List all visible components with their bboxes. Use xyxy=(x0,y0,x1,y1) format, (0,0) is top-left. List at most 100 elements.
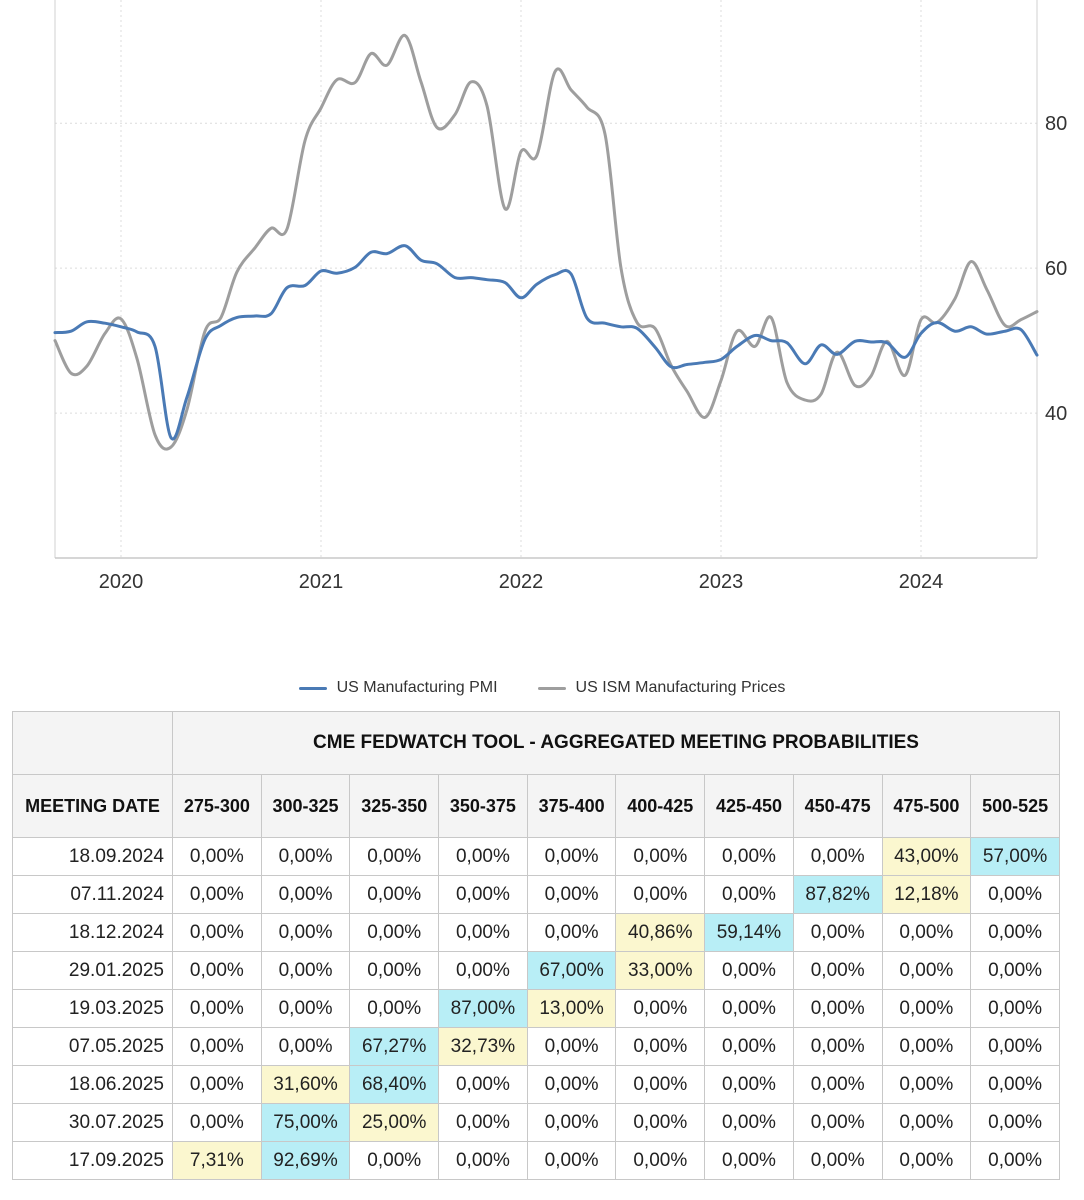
column-header-range: 450-475 xyxy=(792,774,883,838)
probability-cell: 0,00% xyxy=(615,1103,706,1142)
probability-cell: 59,14% xyxy=(704,913,794,952)
probability-cell: 0,00% xyxy=(704,989,794,1028)
legend-label-pmi: US Manufacturing PMI xyxy=(336,679,498,696)
meeting-date-cell: 07.11.2024 xyxy=(12,875,173,914)
probability-cell: 0,00% xyxy=(615,837,706,876)
probability-cell: 0,00% xyxy=(349,875,440,914)
probability-cell: 0,00% xyxy=(970,989,1060,1028)
probability-cell: 0,00% xyxy=(438,951,528,990)
probability-cell: 0,00% xyxy=(792,1065,883,1104)
probability-cell: 0,00% xyxy=(704,951,794,990)
meeting-date-cell: 19.03.2025 xyxy=(12,989,173,1028)
x-tick-label: 2023 xyxy=(699,571,744,593)
column-header-range: 500-525 xyxy=(970,774,1060,838)
column-header-range: 325-350 xyxy=(349,774,440,838)
probability-cell: 67,27% xyxy=(349,1027,440,1066)
probability-cell: 92,69% xyxy=(260,1141,351,1180)
line-chart: 2020 2021 2022 2023 2024 40 60 80 US Manufactur… xyxy=(53,0,1067,697)
probability-cell: 68,40% xyxy=(349,1065,440,1104)
probability-cell: 0,00% xyxy=(970,1027,1060,1066)
probability-cell: 0,00% xyxy=(704,1103,794,1142)
meeting-date-cell: 18.12.2024 xyxy=(12,913,173,952)
column-header-range: 375-400 xyxy=(526,774,617,838)
y-tick-label: 80 xyxy=(1045,113,1067,135)
probability-cell: 0,00% xyxy=(615,1027,706,1066)
table-row: 18.12.2024 0,00% 0,00% 0,00% 0,00% 0,00% 40,86… xyxy=(12,913,1060,952)
probability-cell: 0,00% xyxy=(881,951,972,990)
column-header-range: 400-425 xyxy=(615,774,706,838)
table-row: 07.05.2025 0,00% 0,00% 67,27% 32,73% 0,00% 0,0… xyxy=(12,1027,1060,1066)
column-header-range: 425-450 xyxy=(704,774,794,838)
table-title-row: CME FEDWATCH TOOL - AGGREGATED MEETING P… xyxy=(12,711,1060,775)
probability-cell: 0,00% xyxy=(881,1141,972,1180)
probability-cell: 25,00% xyxy=(349,1103,440,1142)
probability-cell: 0,00% xyxy=(970,951,1060,990)
chart-svg: 2020 2021 2022 2023 2024 40 60 80 xyxy=(53,0,1067,593)
probability-cell: 0,00% xyxy=(172,1027,262,1066)
probability-cell: 0,00% xyxy=(792,913,883,952)
fedwatch-table-container: CME FEDWATCH TOOL - AGGREGATED MEETING P… xyxy=(12,711,1060,1180)
probability-cell: 0,00% xyxy=(172,875,262,914)
probability-cell: 13,00% xyxy=(526,989,617,1028)
table-row: 29.01.2025 0,00% 0,00% 0,00% 0,00% 67,00% 33,0… xyxy=(12,951,1060,990)
probability-cell: 0,00% xyxy=(881,1065,972,1104)
meeting-date-cell: 18.09.2024 xyxy=(12,837,173,876)
meeting-date-cell: 29.01.2025 xyxy=(12,951,173,990)
y-tick-label: 60 xyxy=(1045,258,1067,280)
probability-cell: 0,00% xyxy=(172,837,262,876)
probability-cell: 0,00% xyxy=(260,989,351,1028)
probability-cell: 0,00% xyxy=(704,1065,794,1104)
legend-item-prices[interactable]: US ISM Manufacturing Prices xyxy=(537,679,786,697)
probability-cell: 0,00% xyxy=(260,875,351,914)
probability-cell: 75,00% xyxy=(260,1103,351,1142)
column-header-range: 300-325 xyxy=(260,774,351,838)
meeting-date-cell: 07.05.2025 xyxy=(12,1027,173,1066)
probability-cell: 0,00% xyxy=(881,989,972,1028)
probability-cell: 33,00% xyxy=(615,951,706,990)
fedwatch-table: CME FEDWATCH TOOL - AGGREGATED MEETING P… xyxy=(12,711,1060,1180)
probability-cell: 0,00% xyxy=(881,1103,972,1142)
probability-cell: 0,00% xyxy=(172,951,262,990)
column-header-range: 275-300 xyxy=(172,774,262,838)
probability-cell: 0,00% xyxy=(526,913,617,952)
probability-cell: 0,00% xyxy=(260,1027,351,1066)
x-tick-label: 2021 xyxy=(299,571,344,593)
probability-cell: 0,00% xyxy=(438,837,528,876)
table-row: 18.06.2025 0,00% 31,60% 68,40% 0,00% 0,00% 0,0… xyxy=(12,1065,1060,1104)
probability-cell: 0,00% xyxy=(792,837,883,876)
probability-cell: 0,00% xyxy=(792,1027,883,1066)
probability-cell: 0,00% xyxy=(792,989,883,1028)
meeting-date-cell: 17.09.2025 xyxy=(12,1141,173,1180)
probability-cell: 0,00% xyxy=(526,1103,617,1142)
probability-cell: 0,00% xyxy=(349,1141,440,1180)
legend-item-pmi[interactable]: US Manufacturing PMI xyxy=(298,679,498,697)
probability-cell: 87,00% xyxy=(438,989,528,1028)
probability-cell: 0,00% xyxy=(526,875,617,914)
probability-cell: 32,73% xyxy=(438,1027,528,1066)
y-tick-label: 40 xyxy=(1045,403,1067,425)
probability-cell: 0,00% xyxy=(970,875,1060,914)
table-corner-cell xyxy=(12,711,173,775)
probability-cell: 40,86% xyxy=(615,913,706,952)
probability-cell: 0,00% xyxy=(615,875,706,914)
table-header-row: MEETING DATE 275-300 300-325 325-350 350-37… xyxy=(12,774,1060,838)
probability-cell: 0,00% xyxy=(260,837,351,876)
table-row: 17.09.2025 7,31% 92,69% 0,00% 0,00% 0,00% 0,00… xyxy=(12,1141,1060,1180)
probability-cell: 12,18% xyxy=(881,875,972,914)
probability-cell: 0,00% xyxy=(260,951,351,990)
probability-cell: 43,00% xyxy=(881,837,972,876)
probability-cell: 0,00% xyxy=(172,1103,262,1142)
legend-label-prices: US ISM Manufacturing Prices xyxy=(575,679,786,696)
table-row: 30.07.2025 0,00% 75,00% 25,00% 0,00% 0,00% 0,0… xyxy=(12,1103,1060,1142)
meeting-date-cell: 30.07.2025 xyxy=(12,1103,173,1142)
x-tick-label: 2024 xyxy=(899,571,944,593)
probability-cell: 0,00% xyxy=(970,1141,1060,1180)
probability-cell: 7,31% xyxy=(172,1141,262,1180)
probability-cell: 87,82% xyxy=(792,875,883,914)
probability-cell: 67,00% xyxy=(526,951,617,990)
probability-cell: 0,00% xyxy=(615,1141,706,1180)
series-line-us-ism-manufacturing-prices xyxy=(53,34,1039,451)
legend-swatch-prices xyxy=(537,686,566,690)
probability-cell: 0,00% xyxy=(349,951,440,990)
table-title: CME FEDWATCH TOOL - AGGREGATED MEETING P… xyxy=(172,711,1060,775)
